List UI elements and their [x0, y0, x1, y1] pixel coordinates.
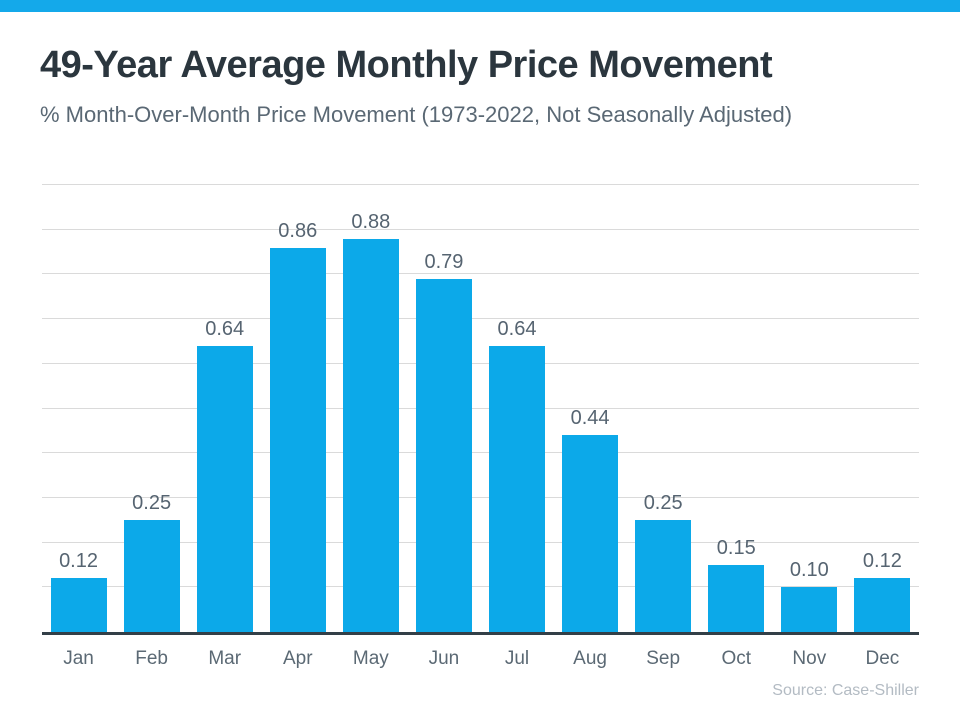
x-axis-tick-label: Jan [63, 648, 94, 669]
x-axis-tick-label: Dec [865, 648, 900, 669]
bar-column: 0.88 [334, 185, 407, 632]
bar-columns: 0.12 0.25 0.64 0.86 0.88 0.79 0.64 0.44 0.25 0.15… [42, 185, 919, 632]
gridline [42, 362, 919, 364]
bar-column: 0.64 [480, 185, 553, 632]
x-axis-tick-label: Apr [282, 648, 313, 669]
page-subtitle: % Month-Over-Month Price Movement (1973-… [40, 102, 793, 127]
bar-chart: 0.12 0.25 0.64 0.86 0.88 0.79 0.64 0.44 0.25 0.15… [42, 184, 919, 635]
source-credit: Source: Case-Shiller [772, 682, 919, 699]
bar-column: 0.25 [627, 185, 700, 632]
bar [854, 578, 911, 632]
bar-column: 0.10 [773, 185, 846, 632]
gridline [42, 318, 919, 320]
bar-column: 0.44 [554, 185, 627, 632]
bar-column: 0.79 [407, 185, 480, 632]
bar-value-label: 0.25 [132, 492, 172, 515]
bar-value-label: 0.15 [716, 536, 756, 559]
gridline [42, 452, 919, 454]
bar [489, 345, 545, 632]
bar-column: 0.12 [846, 185, 919, 632]
x-axis-tick-label: Jul [504, 648, 530, 669]
x-axis-tick-label: Jun [428, 648, 460, 669]
x-axis-labels: Jan Feb Mar Apr May Jun Jul Aug Sep Oct Nov Dec [42, 648, 919, 670]
gridline [42, 228, 919, 230]
bar [562, 435, 619, 632]
bar-column: 0.12 [42, 185, 115, 632]
bar [196, 345, 253, 632]
bar-value-label: 0.64 [205, 317, 245, 340]
bar-value-label: 0.88 [351, 210, 391, 233]
gridline [42, 184, 919, 185]
x-axis-tick-label: Nov [792, 648, 827, 669]
gridline [42, 496, 919, 498]
bar-column: 0.25 [115, 185, 188, 632]
bar-value-label: 0.12 [59, 550, 98, 573]
x-axis-tick-label: Oct [721, 648, 752, 669]
x-axis-tick-label: Sep [646, 648, 681, 669]
bar [123, 520, 180, 632]
bar [269, 247, 326, 632]
gridline [42, 273, 919, 275]
bar [415, 278, 472, 632]
x-axis-tick-label: Mar [208, 648, 242, 669]
bar-value-label: 0.79 [424, 250, 464, 273]
gridline [42, 586, 919, 588]
page-title: 49-Year Average Monthly Price Movement [40, 44, 773, 86]
x-axis-tick-label: May [352, 648, 389, 669]
bar-value-label: 0.86 [278, 219, 318, 242]
bar-value-label: 0.44 [570, 407, 610, 430]
x-axis-tick-label: Feb [135, 648, 168, 669]
x-axis-tick-label: Aug [573, 648, 607, 669]
bar-column: 0.64 [188, 185, 261, 632]
bar [708, 564, 765, 632]
accent-top-bar [0, 0, 960, 12]
bar-value-label: 0.10 [789, 559, 829, 582]
gridline [42, 407, 919, 409]
bar-value-label: 0.25 [643, 492, 683, 515]
bar-value-label: 0.64 [497, 317, 537, 340]
bar-value-label: 0.12 [862, 550, 902, 573]
bar [50, 578, 107, 632]
bar-column: 0.15 [700, 185, 773, 632]
bar [342, 238, 399, 632]
bar [781, 587, 838, 632]
gridline [42, 541, 919, 543]
bar [635, 520, 692, 632]
bar-column: 0.86 [261, 185, 334, 632]
